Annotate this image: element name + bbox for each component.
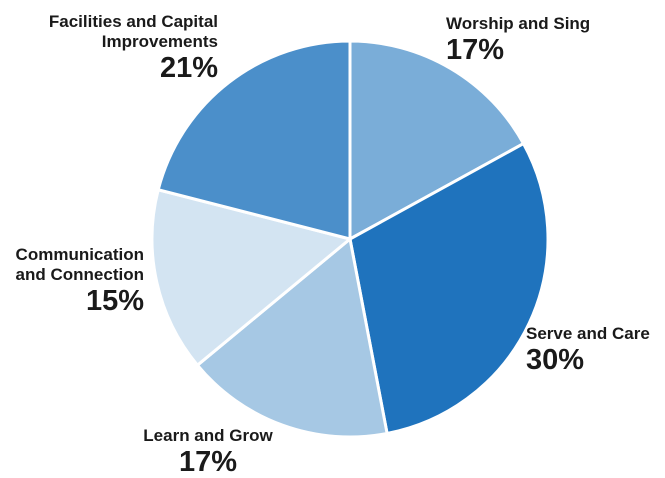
- slice-label-worship-and-sing: Worship and Sing 17%: [446, 14, 590, 66]
- pie-slice-learn-and-grow: [195, 237, 389, 439]
- pie-slice-communication-and-connection: [150, 188, 352, 367]
- slice-label-serve-and-care: Serve and Care 30%: [526, 324, 650, 376]
- slice-label-facilities-and-capital-improvements: Facilities and Capital Improvements 21%: [28, 12, 218, 84]
- slice-percent: 15%: [85, 285, 144, 317]
- slice-name: Communication and Connection: [15, 245, 144, 284]
- slice-label-learn-and-grow: Learn and Grow 17%: [128, 426, 288, 478]
- pie-slice-worship-and-sing: [348, 39, 526, 241]
- slice-name: Serve and Care: [526, 324, 650, 343]
- pie-slice-serve-and-care: [348, 142, 550, 435]
- slice-percent: 30%: [526, 344, 585, 376]
- slice-percent: 17%: [446, 34, 505, 66]
- slice-name: Learn and Grow: [143, 426, 273, 445]
- slice-label-communication-and-connection: Communication and Connection 15%: [2, 245, 144, 317]
- slice-name: Facilities and Capital Improvements: [48, 12, 218, 51]
- slice-percent: 17%: [178, 446, 238, 478]
- slice-percent: 21%: [159, 52, 218, 84]
- slice-name: Worship and Sing: [446, 14, 591, 33]
- pie-slice-facilities-and-capital-improvements: [156, 39, 352, 241]
